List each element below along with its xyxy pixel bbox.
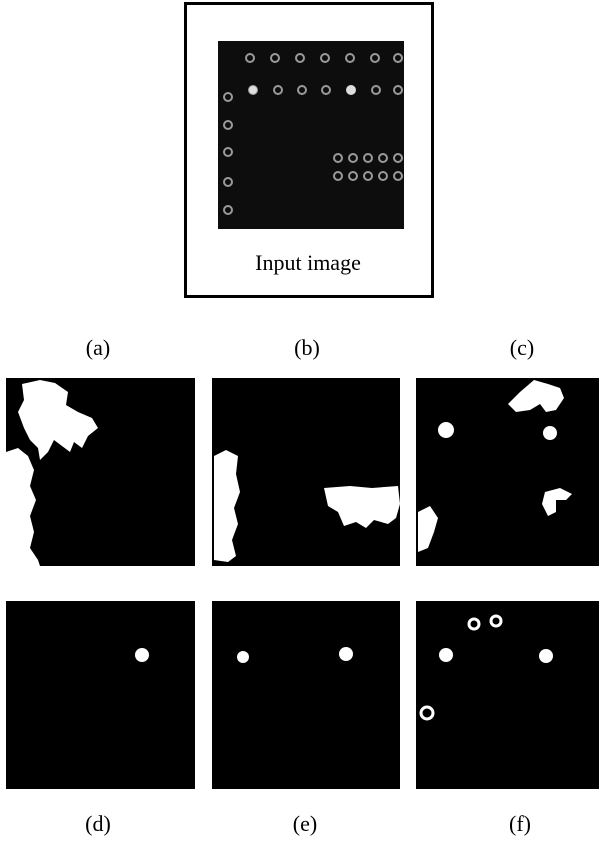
input-image [218,41,404,229]
panel-b [212,378,400,566]
panel-label: (e) [293,811,317,836]
page: Input image (a) (b) (c) (d) (e) ( [0,0,599,844]
panel-d [6,601,195,789]
panel-c [416,378,599,566]
input-label: Input image [255,250,361,275]
panel-a [6,378,195,566]
panel-e [212,601,400,789]
panel-label: (c) [510,335,534,360]
figure: Input image (a) (b) (c) (d) (e) ( [0,0,599,844]
panel-label: (f) [509,811,531,836]
panel-label: (a) [86,335,110,360]
panel-label: (b) [294,335,320,360]
panel-label: (d) [85,811,111,836]
panel-f [416,601,599,789]
